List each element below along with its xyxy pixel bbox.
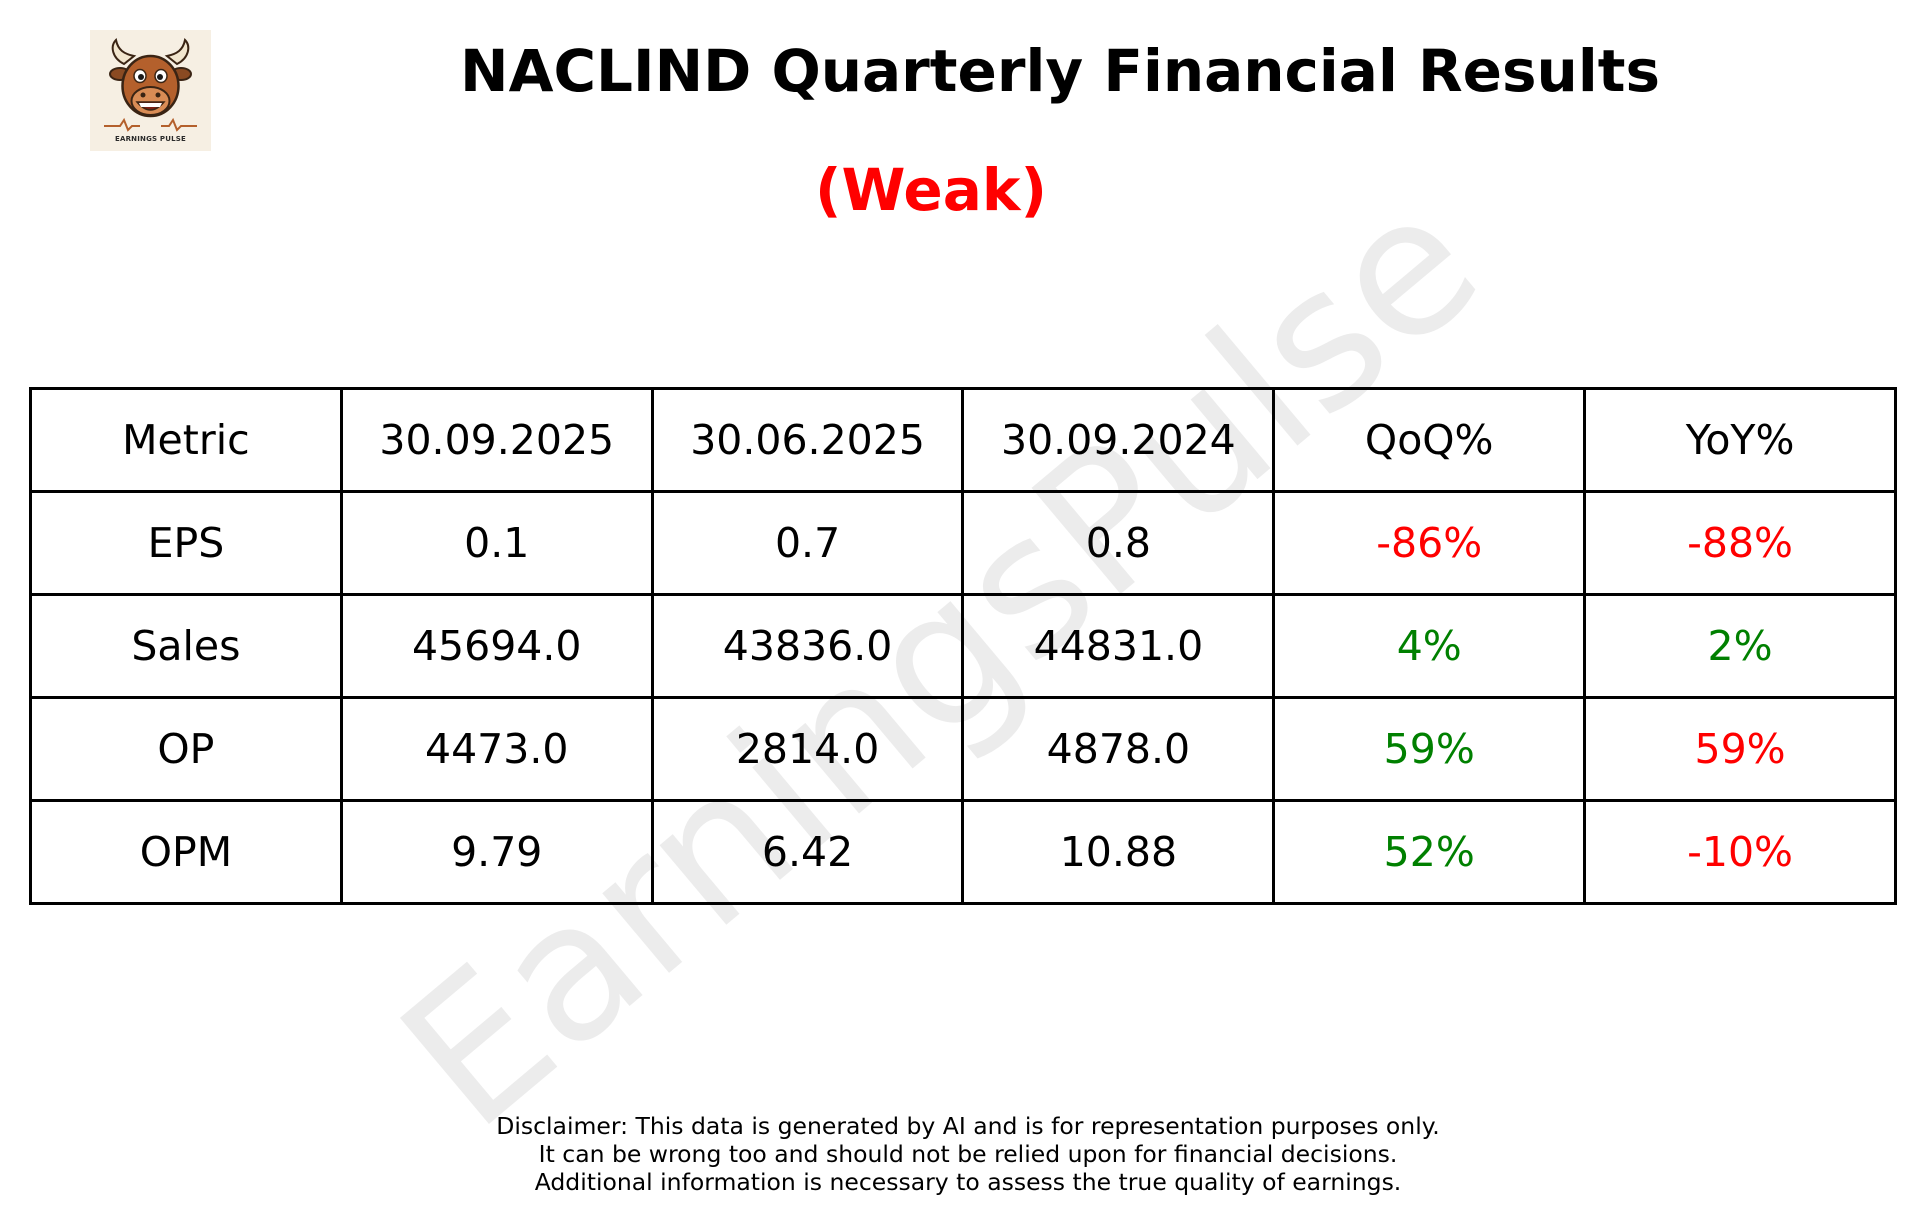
value-cell: 0.7	[650, 490, 965, 596]
yoy-cell: -10%	[1583, 799, 1897, 905]
disclaimer-line: Disclaimer: This data is generated by AI…	[496, 1112, 1440, 1140]
metric-cell: OP	[29, 696, 343, 802]
header-cell-quarter-2: 30.06.2025	[650, 387, 965, 493]
value-cell: 4878.0	[961, 696, 1276, 802]
value-cell: 4473.0	[339, 696, 654, 802]
yoy-cell: 2%	[1583, 593, 1897, 699]
table-row: EPS 0.1 0.7 0.8 -86% -88%	[29, 490, 1897, 596]
value-cell: 6.42	[650, 799, 965, 905]
page-title: NACLIND Quarterly Financial Results	[460, 37, 1660, 105]
rating-label: (Weak)	[815, 156, 1047, 224]
value-cell: 0.8	[961, 490, 1276, 596]
value-cell: 45694.0	[339, 593, 654, 699]
value-cell: 2814.0	[650, 696, 965, 802]
metric-cell: EPS	[29, 490, 343, 596]
value-cell: 44831.0	[961, 593, 1276, 699]
table-row: Sales 45694.0 43836.0 44831.0 4% 2%	[29, 593, 1897, 699]
qoq-cell: -86%	[1272, 490, 1587, 596]
disclaimer-line: It can be wrong too and should not be re…	[538, 1140, 1398, 1168]
qoq-cell: 59%	[1272, 696, 1587, 802]
qoq-cell: 52%	[1272, 799, 1587, 905]
yoy-cell: -88%	[1583, 490, 1897, 596]
earnings-pulse-logo: EARNINGS PULSE	[90, 30, 211, 151]
header-cell-qoq: QoQ%	[1272, 387, 1587, 493]
header-cell-yoy: YoY%	[1583, 387, 1897, 493]
yoy-cell: 59%	[1583, 696, 1897, 802]
value-cell: 43836.0	[650, 593, 965, 699]
table-row: OP 4473.0 2814.0 4878.0 59% 59%	[29, 696, 1897, 802]
results-table: Metric 30.09.2025 30.06.2025 30.09.2024 …	[29, 387, 1897, 905]
table-header-row: Metric 30.09.2025 30.06.2025 30.09.2024 …	[29, 387, 1897, 493]
header-cell-metric: Metric	[29, 387, 343, 493]
value-cell: 10.88	[961, 799, 1276, 905]
metric-cell: Sales	[29, 593, 343, 699]
value-cell: 0.1	[339, 490, 654, 596]
logo-text: EARNINGS PULSE	[114, 135, 187, 143]
table-row: OPM 9.79 6.42 10.88 52% -10%	[29, 799, 1897, 905]
metric-cell: OPM	[29, 799, 343, 905]
disclaimer-line: Additional information is necessary to a…	[534, 1168, 1402, 1196]
disclaimer: Disclaimer: This data is generated by AI…	[0, 1112, 1919, 1196]
bull-mascot-icon	[104, 37, 197, 132]
header-cell-quarter-1: 30.09.2025	[339, 387, 654, 493]
value-cell: 9.79	[339, 799, 654, 905]
qoq-cell: 4%	[1272, 593, 1587, 699]
header-cell-quarter-3: 30.09.2024	[961, 387, 1276, 493]
